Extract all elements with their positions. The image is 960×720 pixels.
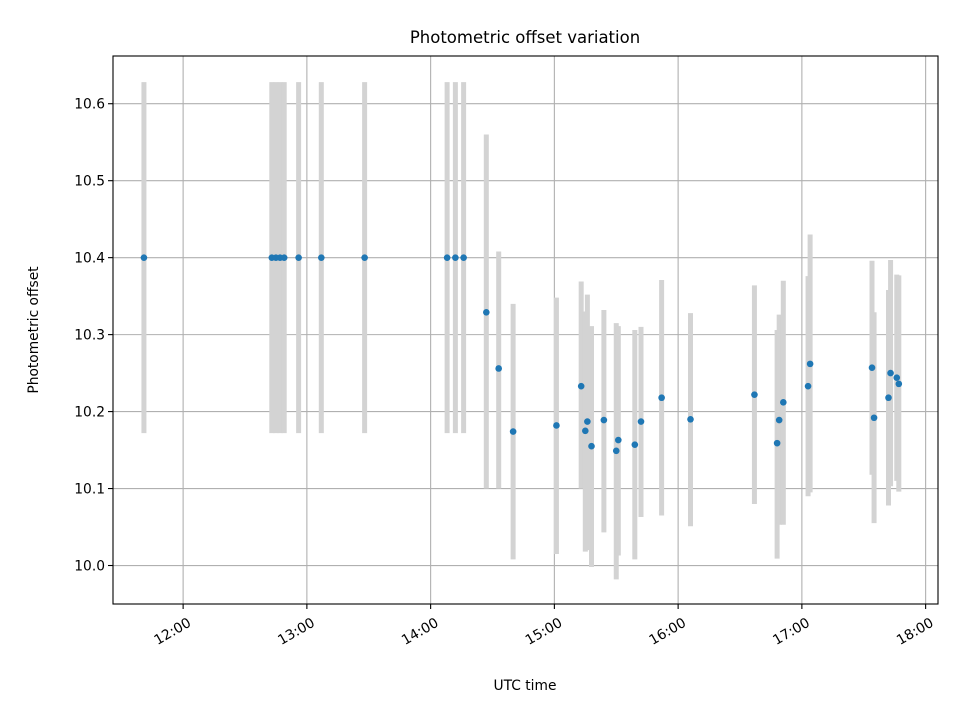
data-point xyxy=(140,254,148,261)
y-axis-ticks: 10.0 10.1 10.2 10.3 10.4 10.5 10.6 xyxy=(74,97,113,575)
data-point xyxy=(887,369,894,377)
y-tick-label: 10.2 xyxy=(74,405,105,421)
data-point xyxy=(870,414,878,422)
data-point xyxy=(631,441,639,448)
data-point xyxy=(612,447,620,455)
data-point xyxy=(804,382,812,390)
data-point xyxy=(295,254,302,261)
data-point xyxy=(751,391,758,398)
data-point xyxy=(361,254,368,261)
data-point xyxy=(895,380,903,388)
y-tick-label: 10.0 xyxy=(74,559,105,575)
plot-frame xyxy=(112,55,939,605)
data-point xyxy=(582,427,589,435)
data-point xyxy=(773,439,781,447)
data-point xyxy=(584,418,591,425)
data-point xyxy=(483,308,490,316)
data-point xyxy=(495,365,502,372)
data-point xyxy=(780,399,787,406)
data-point xyxy=(893,374,901,382)
data-point xyxy=(588,442,595,450)
x-axis-label: UTC time xyxy=(494,678,557,694)
data-point xyxy=(775,416,783,424)
data-point xyxy=(509,428,517,435)
data-point xyxy=(460,254,467,261)
data-point xyxy=(806,360,814,368)
data-point xyxy=(553,422,560,429)
data-points xyxy=(140,254,903,455)
data-point xyxy=(885,394,892,402)
y-tick-label: 10.1 xyxy=(74,482,105,498)
data-point xyxy=(280,254,288,261)
data-point xyxy=(615,436,622,444)
y-tick-label: 10.5 xyxy=(74,174,105,190)
data-point xyxy=(318,254,325,261)
y-axis-label: Photometric offset xyxy=(26,266,42,394)
data-point xyxy=(687,415,694,423)
data-point xyxy=(658,394,665,402)
data-point xyxy=(600,416,608,424)
data-point xyxy=(452,254,459,261)
y-tick-label: 10.6 xyxy=(74,97,105,113)
data-point xyxy=(868,364,876,372)
data-point xyxy=(637,418,645,425)
plot-area xyxy=(113,56,938,604)
data-point xyxy=(443,254,451,261)
y-tick-label: 10.4 xyxy=(74,251,105,267)
data-point xyxy=(577,382,585,390)
y-tick-label: 10.3 xyxy=(74,328,105,344)
chart-title: Photometric offset variation xyxy=(410,28,640,47)
